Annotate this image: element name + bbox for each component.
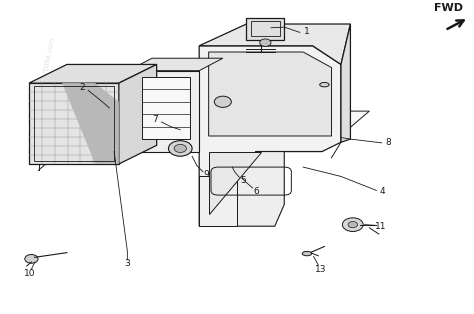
Polygon shape (237, 152, 284, 226)
Polygon shape (199, 24, 350, 64)
Text: FWD: FWD (434, 3, 463, 13)
Text: 9: 9 (203, 170, 209, 179)
Text: 7: 7 (152, 115, 158, 124)
Circle shape (174, 144, 186, 153)
Ellipse shape (319, 83, 329, 87)
Circle shape (214, 96, 231, 107)
Polygon shape (128, 71, 199, 152)
Text: 13: 13 (315, 265, 327, 273)
Text: 8: 8 (385, 138, 391, 147)
Text: © Partzilla.com: © Partzilla.com (219, 93, 236, 148)
Polygon shape (38, 111, 369, 152)
Polygon shape (128, 58, 223, 71)
Text: 6: 6 (253, 187, 259, 196)
Circle shape (25, 255, 38, 263)
Circle shape (260, 39, 271, 46)
Circle shape (168, 141, 192, 156)
Text: 10: 10 (24, 269, 36, 278)
Circle shape (342, 218, 363, 231)
Polygon shape (246, 18, 284, 40)
Polygon shape (29, 64, 156, 83)
Polygon shape (143, 77, 190, 139)
Polygon shape (341, 24, 350, 142)
Polygon shape (199, 176, 237, 226)
Text: © Partzilla.com: © Partzilla.com (39, 37, 56, 91)
Polygon shape (62, 83, 119, 164)
Polygon shape (119, 64, 156, 164)
Ellipse shape (302, 252, 312, 256)
Text: © Partzilla.com: © Partzilla.com (315, 56, 329, 104)
Text: 1: 1 (304, 27, 310, 36)
Text: 3: 3 (125, 259, 130, 268)
Circle shape (348, 222, 357, 228)
Polygon shape (209, 52, 331, 136)
Polygon shape (29, 83, 119, 164)
Text: 2: 2 (79, 83, 85, 92)
Polygon shape (209, 152, 261, 214)
Text: 5: 5 (240, 176, 246, 185)
Text: 4: 4 (380, 187, 385, 197)
Polygon shape (199, 46, 341, 226)
Text: 11: 11 (375, 222, 387, 231)
